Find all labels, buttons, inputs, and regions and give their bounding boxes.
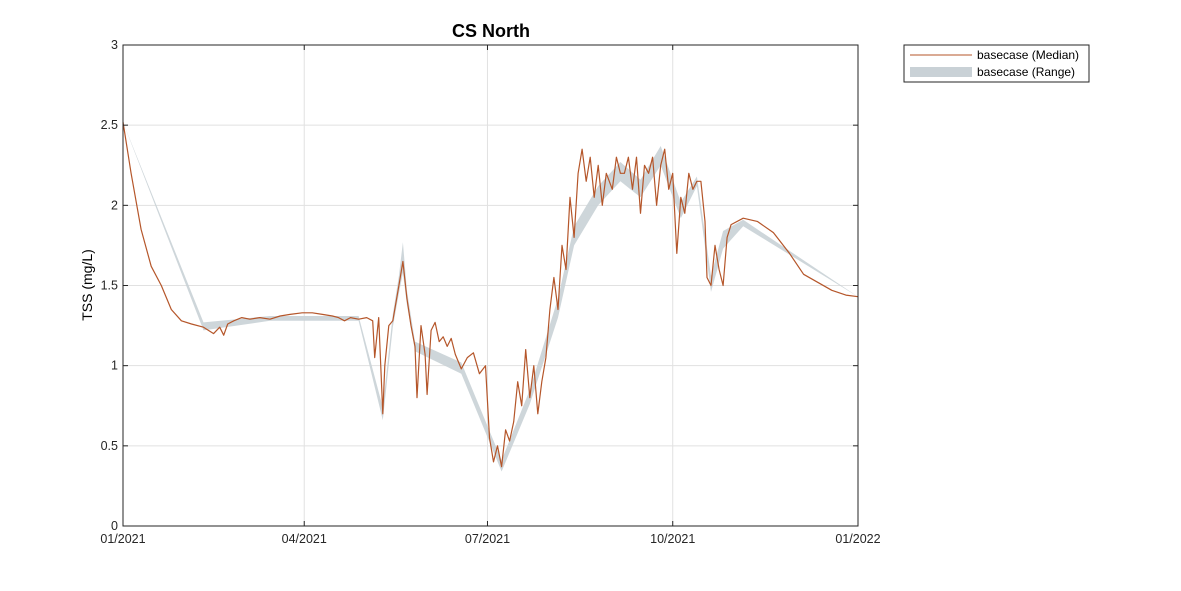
- y-tick-label: 0.5: [101, 439, 118, 453]
- x-tick-label: 10/2021: [650, 532, 695, 546]
- legend-range-swatch: [910, 67, 972, 77]
- x-tick-label: 07/2021: [465, 532, 510, 546]
- legend: basecase (Median) basecase (Range): [903, 44, 1090, 83]
- y-tick-label: 2.5: [101, 118, 118, 132]
- y-axis-label: TSS (mg/L): [79, 249, 95, 321]
- chart-title: CS North: [452, 21, 530, 41]
- x-tick-label: 04/2021: [282, 532, 327, 546]
- median-line: [122, 121, 859, 468]
- y-tick-label: 1.5: [101, 279, 118, 293]
- grid: [123, 45, 858, 526]
- y-tick-label: 3: [111, 38, 118, 52]
- legend-median-label: basecase (Median): [977, 48, 1079, 62]
- x-tick-label: 01/2022: [835, 532, 880, 546]
- y-tick-label: 0: [111, 519, 118, 533]
- y-tick-label: 2: [111, 198, 118, 212]
- legend-range-label: basecase (Range): [977, 65, 1075, 79]
- x-tick-label: 01/2021: [100, 532, 145, 546]
- ticks: 0 0.5 1 1.5 2 2.5 3 01/2021 04/2021 07/2021 10/202…: [100, 38, 880, 546]
- y-tick-label: 1: [111, 359, 118, 373]
- median-layer: [122, 121, 859, 468]
